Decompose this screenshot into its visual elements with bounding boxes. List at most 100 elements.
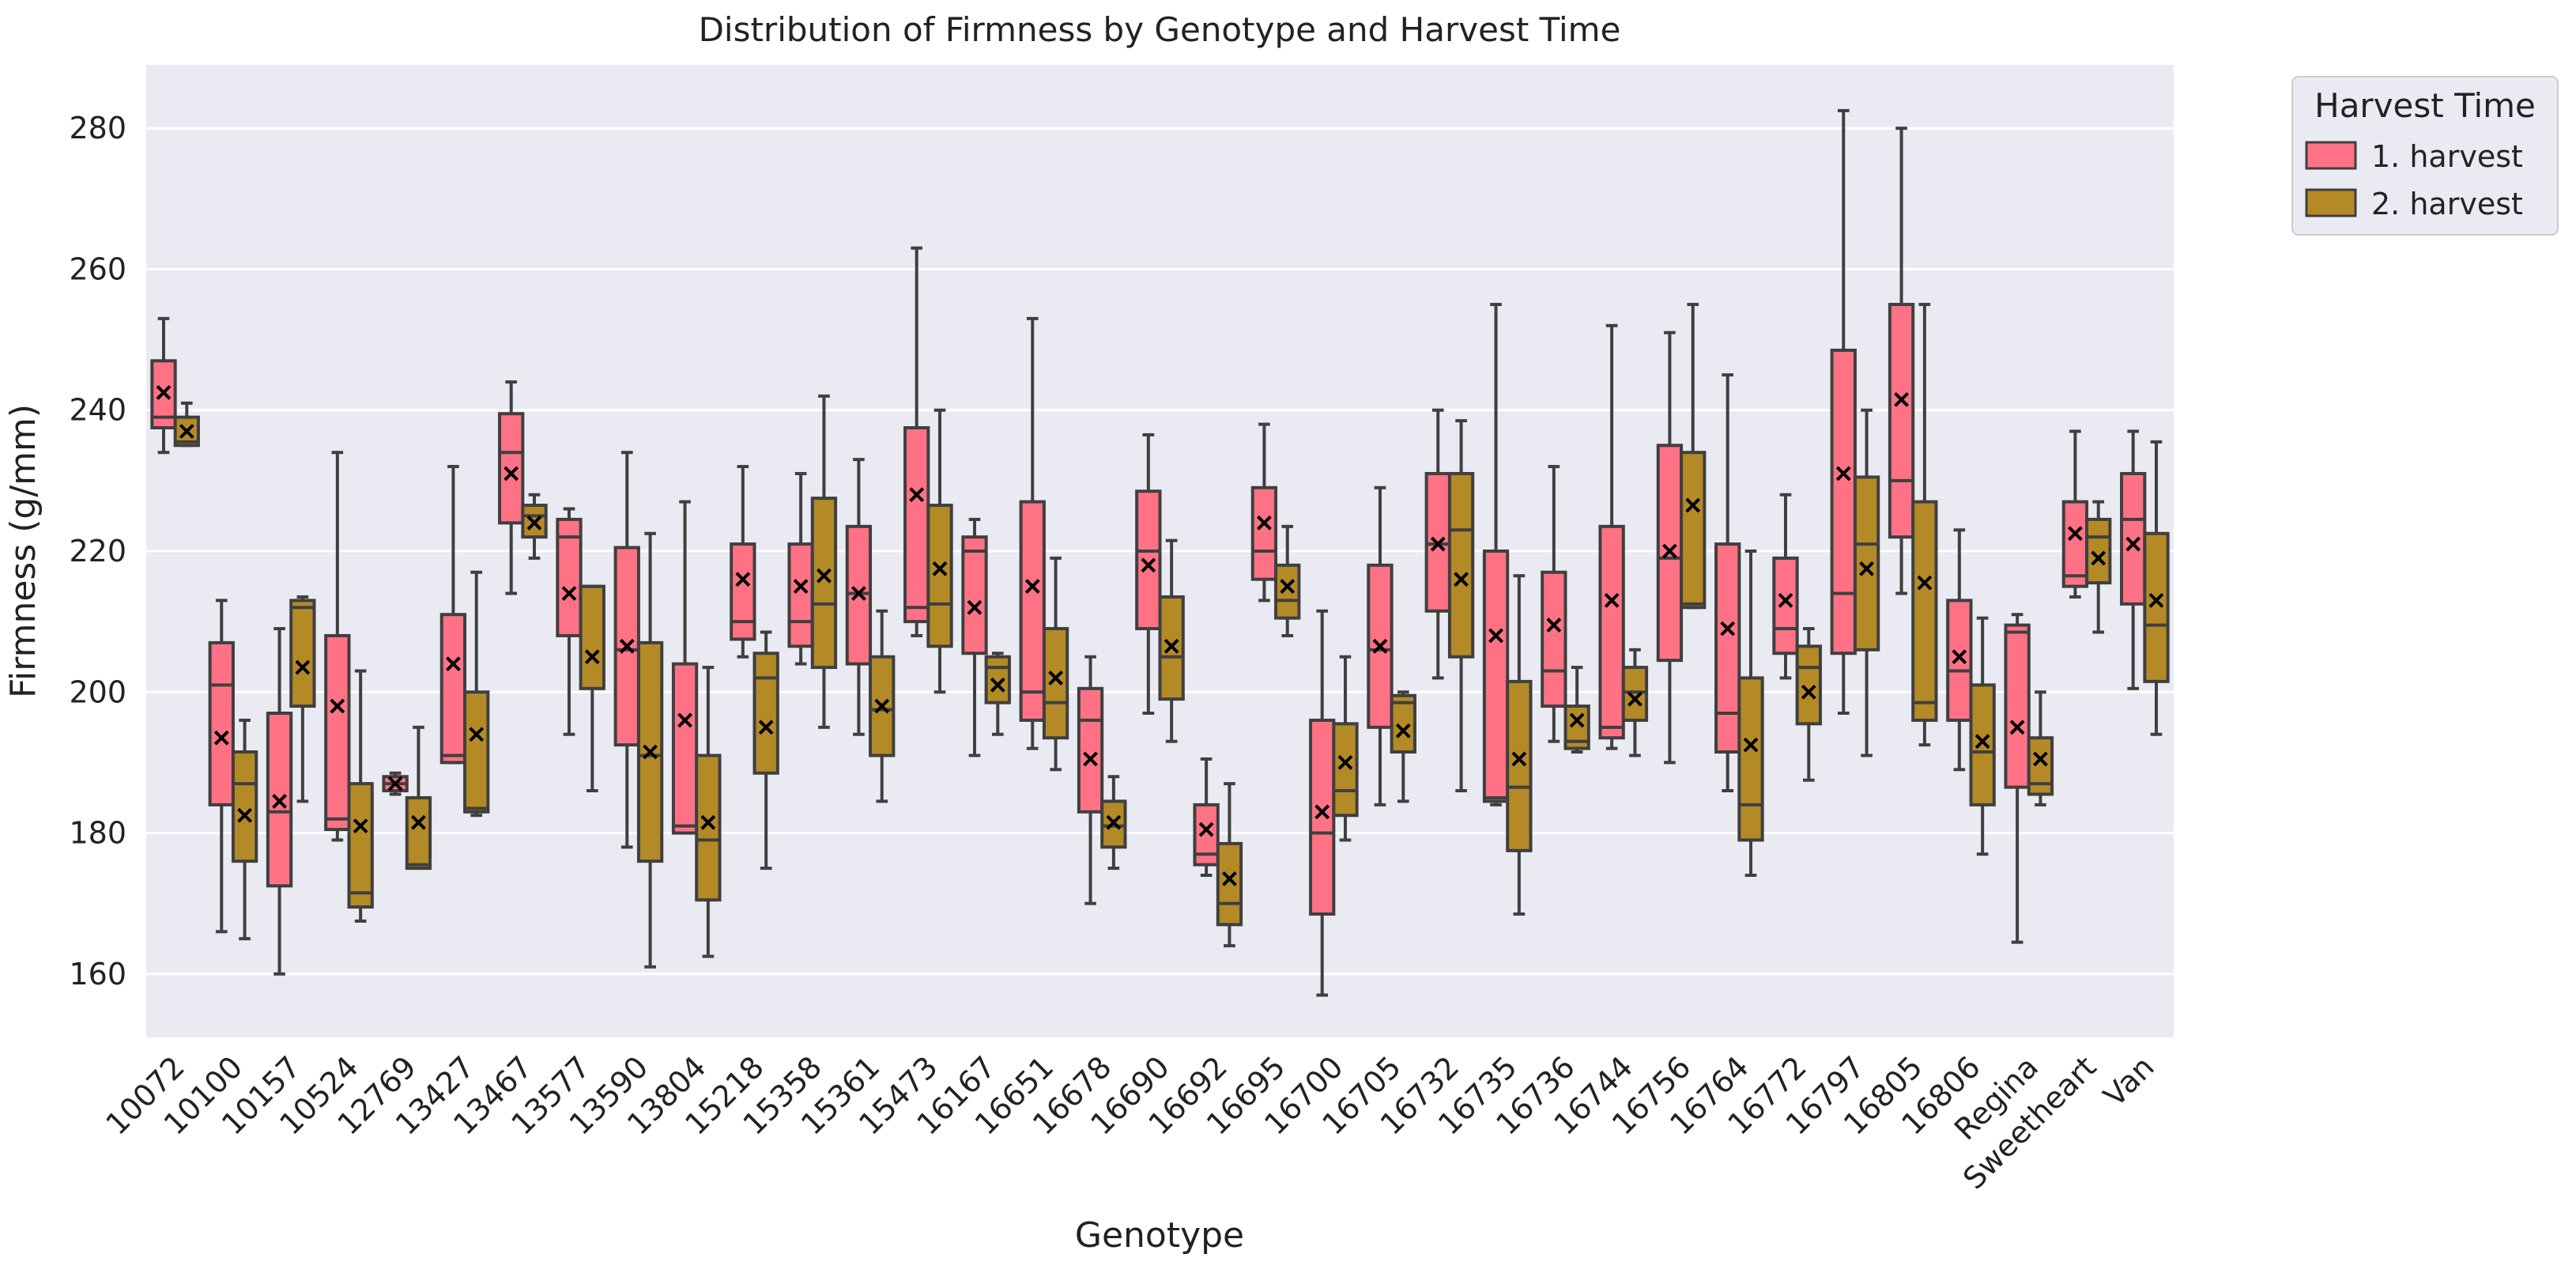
box-16695-harvest-2: [1274, 524, 1301, 637]
mean-marker-stroke: [1430, 536, 1446, 552]
box-16695-harvest-1: [1250, 422, 1278, 603]
box-10072-harvest-1: [150, 316, 177, 455]
box-13590-harvest-2: [636, 531, 664, 969]
mean-marker-stroke: [446, 656, 461, 672]
iqr-box: [1541, 570, 1567, 708]
mean-marker-stroke: [758, 720, 774, 735]
mean-marker: [990, 677, 1005, 693]
iqr-box: [903, 426, 930, 624]
mean-marker-stroke: [1106, 814, 1122, 830]
box-16797-harvest-1: [1830, 108, 1857, 715]
iqr-box: [579, 584, 605, 690]
box-16700-harvest-1: [1309, 609, 1336, 997]
box-16772-harvest-2: [1795, 627, 1822, 782]
box-13804-harvest-1: [671, 500, 699, 835]
mean-marker-stroke: [387, 776, 403, 791]
box-16797-harvest-2: [1853, 408, 1880, 757]
box-Sweetheart-harvest-2: [2085, 500, 2112, 634]
box-10524-harvest-2: [347, 669, 374, 923]
mean-marker: [967, 599, 983, 615]
mean-marker: [817, 568, 832, 584]
mean-marker: [2009, 720, 2025, 735]
mean-marker-stroke: [584, 649, 600, 665]
mean-marker-stroke: [1280, 579, 1296, 594]
iqr-box: [1888, 303, 1915, 539]
mean-marker-stroke: [1164, 638, 1179, 654]
mean-marker: [1511, 751, 1527, 767]
mean-marker: [1743, 737, 1759, 753]
mean-marker: [1685, 497, 1701, 513]
box-16692-harvest-1: [1193, 757, 1220, 877]
mean-marker: [1337, 754, 1353, 770]
box-16705-harvest-1: [1367, 485, 1394, 806]
box-15361-harvest-2: [869, 609, 896, 803]
mean-marker: [213, 730, 229, 746]
box-Sweetheart-harvest-1: [2061, 429, 2089, 599]
mean-marker-stroke: [1372, 638, 1388, 654]
box-16736-harvest-1: [1541, 465, 1567, 743]
mean-marker: [874, 698, 890, 714]
mean-marker-stroke: [1141, 557, 1156, 573]
mean-marker-stroke: [2125, 536, 2141, 552]
iqr-box: [1830, 348, 1857, 655]
mean-marker: [446, 656, 461, 672]
iqr-box: [1042, 627, 1069, 740]
mean-marker: [1048, 670, 1063, 686]
mean-marker: [156, 385, 172, 400]
mean-marker: [1280, 579, 1296, 594]
mean-marker-stroke: [677, 712, 692, 728]
x-tick-labels: 1007210100101571052412769134271346713577…: [99, 1049, 2160, 1196]
mean-marker-stroke: [735, 572, 751, 587]
mean-marker-stroke: [330, 698, 345, 714]
mean-marker-stroke: [874, 698, 890, 714]
mean-marker-stroke: [1048, 670, 1063, 686]
iqr-box: [1795, 644, 1822, 726]
box-Regina-harvest-1: [2004, 613, 2031, 944]
mean-marker: [1801, 684, 1816, 700]
mean-marker: [1083, 751, 1098, 767]
mean-marker-stroke: [237, 807, 252, 823]
mean-marker-stroke: [469, 727, 485, 742]
mean-marker-stroke: [700, 814, 716, 830]
box-16735-harvest-2: [1506, 574, 1533, 916]
mean-marker: [1627, 691, 1643, 707]
mean-marker: [330, 698, 345, 714]
box-series-layer: [150, 108, 2170, 997]
iqr-box: [2143, 531, 2170, 683]
mean-marker-stroke: [353, 818, 368, 834]
mean-marker: [526, 515, 542, 531]
box-Van-harvest-2: [2143, 440, 2170, 736]
mean-marker-stroke: [2033, 751, 2048, 767]
iqr-box: [1969, 683, 1996, 806]
box-13577-harvest-2: [579, 584, 605, 793]
iqr-box: [2004, 623, 2031, 789]
mean-marker: [619, 638, 635, 654]
legend-label-harvest-1: 1. harvest: [2371, 139, 2523, 174]
mean-marker: [1430, 536, 1446, 552]
box-16732-harvest-2: [1447, 419, 1475, 793]
iqr-box: [671, 662, 699, 835]
mean-marker: [851, 586, 866, 601]
box-13804-harvest-2: [695, 666, 722, 958]
mean-marker-stroke: [1198, 822, 1214, 837]
y-tick-label: 240: [69, 393, 126, 428]
mean-marker-stroke: [1337, 754, 1353, 770]
box-10100-harvest-1: [208, 599, 235, 934]
mean-marker-stroke: [504, 466, 519, 482]
box-16678-harvest-2: [1100, 775, 1127, 871]
mean-marker-stroke: [1488, 628, 1503, 644]
mean-marker: [179, 424, 194, 439]
mean-marker-stroke: [967, 599, 983, 615]
mean-marker-stroke: [1314, 804, 1330, 820]
iqr-box: [1193, 803, 1220, 867]
iqr-box: [1506, 679, 1533, 852]
x-tick-label: Van: [2097, 1049, 2161, 1113]
iqr-box: [1447, 471, 1475, 659]
box-16651-harvest-2: [1042, 556, 1069, 772]
mean-marker: [758, 720, 774, 735]
mean-marker-stroke: [1083, 751, 1098, 767]
mean-marker-stroke: [2148, 592, 2164, 608]
box-16764-harvest-2: [1737, 550, 1764, 877]
iqr-box: [1390, 693, 1416, 754]
mean-marker-stroke: [990, 677, 1005, 693]
